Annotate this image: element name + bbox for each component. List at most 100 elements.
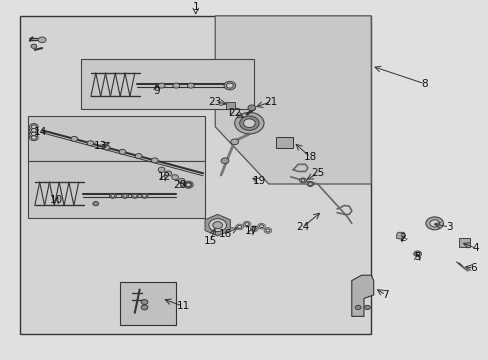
Text: 18: 18	[303, 152, 316, 162]
Circle shape	[93, 202, 99, 206]
Text: 19: 19	[252, 176, 265, 186]
Circle shape	[250, 226, 258, 231]
Circle shape	[29, 131, 38, 137]
Circle shape	[221, 158, 228, 163]
Text: 20: 20	[173, 180, 186, 190]
Text: 11: 11	[177, 301, 190, 311]
Circle shape	[247, 105, 255, 111]
Circle shape	[184, 182, 191, 187]
Circle shape	[111, 194, 115, 197]
Circle shape	[31, 129, 36, 132]
Circle shape	[308, 183, 312, 185]
Circle shape	[151, 158, 158, 163]
Circle shape	[172, 83, 179, 88]
Text: 7: 7	[382, 290, 388, 300]
Circle shape	[141, 193, 148, 198]
Circle shape	[183, 181, 193, 188]
Text: 10: 10	[50, 195, 63, 205]
Circle shape	[299, 178, 306, 183]
Circle shape	[230, 139, 238, 145]
Circle shape	[208, 219, 226, 231]
Text: 12: 12	[157, 172, 170, 182]
Circle shape	[243, 119, 255, 127]
Bar	[81, 59, 254, 109]
Text: 2: 2	[399, 233, 406, 243]
Text: 5: 5	[413, 252, 420, 262]
Circle shape	[31, 132, 36, 136]
Circle shape	[123, 194, 127, 197]
Text: 9: 9	[153, 86, 160, 96]
Circle shape	[413, 251, 421, 257]
Circle shape	[226, 83, 233, 88]
Bar	[458, 238, 469, 247]
Text: 16: 16	[218, 229, 231, 239]
Circle shape	[109, 193, 116, 198]
Circle shape	[415, 252, 419, 255]
Text: 21: 21	[264, 97, 277, 107]
Circle shape	[29, 123, 38, 130]
Polygon shape	[204, 215, 230, 236]
Circle shape	[38, 37, 46, 43]
Circle shape	[171, 175, 178, 180]
Circle shape	[87, 141, 94, 146]
Text: 13: 13	[94, 141, 107, 152]
Circle shape	[244, 222, 248, 225]
Circle shape	[429, 220, 439, 227]
Circle shape	[252, 227, 256, 230]
Polygon shape	[396, 232, 405, 239]
Text: 17: 17	[244, 225, 258, 235]
Circle shape	[239, 116, 259, 130]
Circle shape	[103, 145, 110, 150]
Circle shape	[158, 167, 164, 172]
Circle shape	[264, 228, 271, 233]
Circle shape	[259, 225, 263, 228]
Circle shape	[71, 136, 78, 141]
Circle shape	[131, 193, 138, 198]
Text: 1: 1	[192, 2, 199, 12]
Bar	[120, 282, 176, 325]
Circle shape	[234, 112, 264, 134]
Circle shape	[141, 300, 148, 305]
Circle shape	[141, 305, 148, 310]
Bar	[27, 116, 205, 161]
Circle shape	[122, 193, 128, 198]
Circle shape	[306, 181, 313, 186]
Text: 3: 3	[445, 222, 452, 232]
Bar	[20, 16, 370, 334]
Circle shape	[133, 194, 137, 197]
Text: 24: 24	[296, 222, 309, 232]
Circle shape	[29, 127, 38, 134]
Circle shape	[164, 171, 171, 176]
Circle shape	[31, 125, 36, 129]
Text: 15: 15	[203, 236, 217, 246]
Bar	[27, 161, 205, 218]
Circle shape	[364, 305, 369, 310]
Circle shape	[31, 136, 36, 139]
Circle shape	[301, 179, 305, 182]
Circle shape	[354, 305, 360, 310]
Text: 14: 14	[34, 127, 47, 137]
Circle shape	[224, 81, 235, 90]
Circle shape	[185, 183, 190, 186]
Polygon shape	[215, 16, 370, 184]
Circle shape	[235, 224, 243, 230]
Circle shape	[265, 229, 269, 232]
Circle shape	[158, 83, 164, 88]
Circle shape	[212, 221, 222, 229]
Bar	[225, 102, 234, 109]
Text: 23: 23	[208, 97, 222, 107]
Circle shape	[135, 154, 142, 159]
Circle shape	[243, 221, 250, 227]
Circle shape	[425, 217, 443, 230]
Text: 4: 4	[472, 243, 478, 253]
Circle shape	[178, 179, 185, 184]
Text: 22: 22	[228, 108, 241, 118]
Circle shape	[119, 149, 126, 154]
Circle shape	[237, 225, 241, 228]
Circle shape	[31, 44, 37, 48]
Text: 8: 8	[421, 79, 427, 89]
Circle shape	[187, 83, 194, 88]
Circle shape	[29, 134, 38, 141]
Polygon shape	[351, 275, 373, 316]
Circle shape	[257, 223, 265, 229]
